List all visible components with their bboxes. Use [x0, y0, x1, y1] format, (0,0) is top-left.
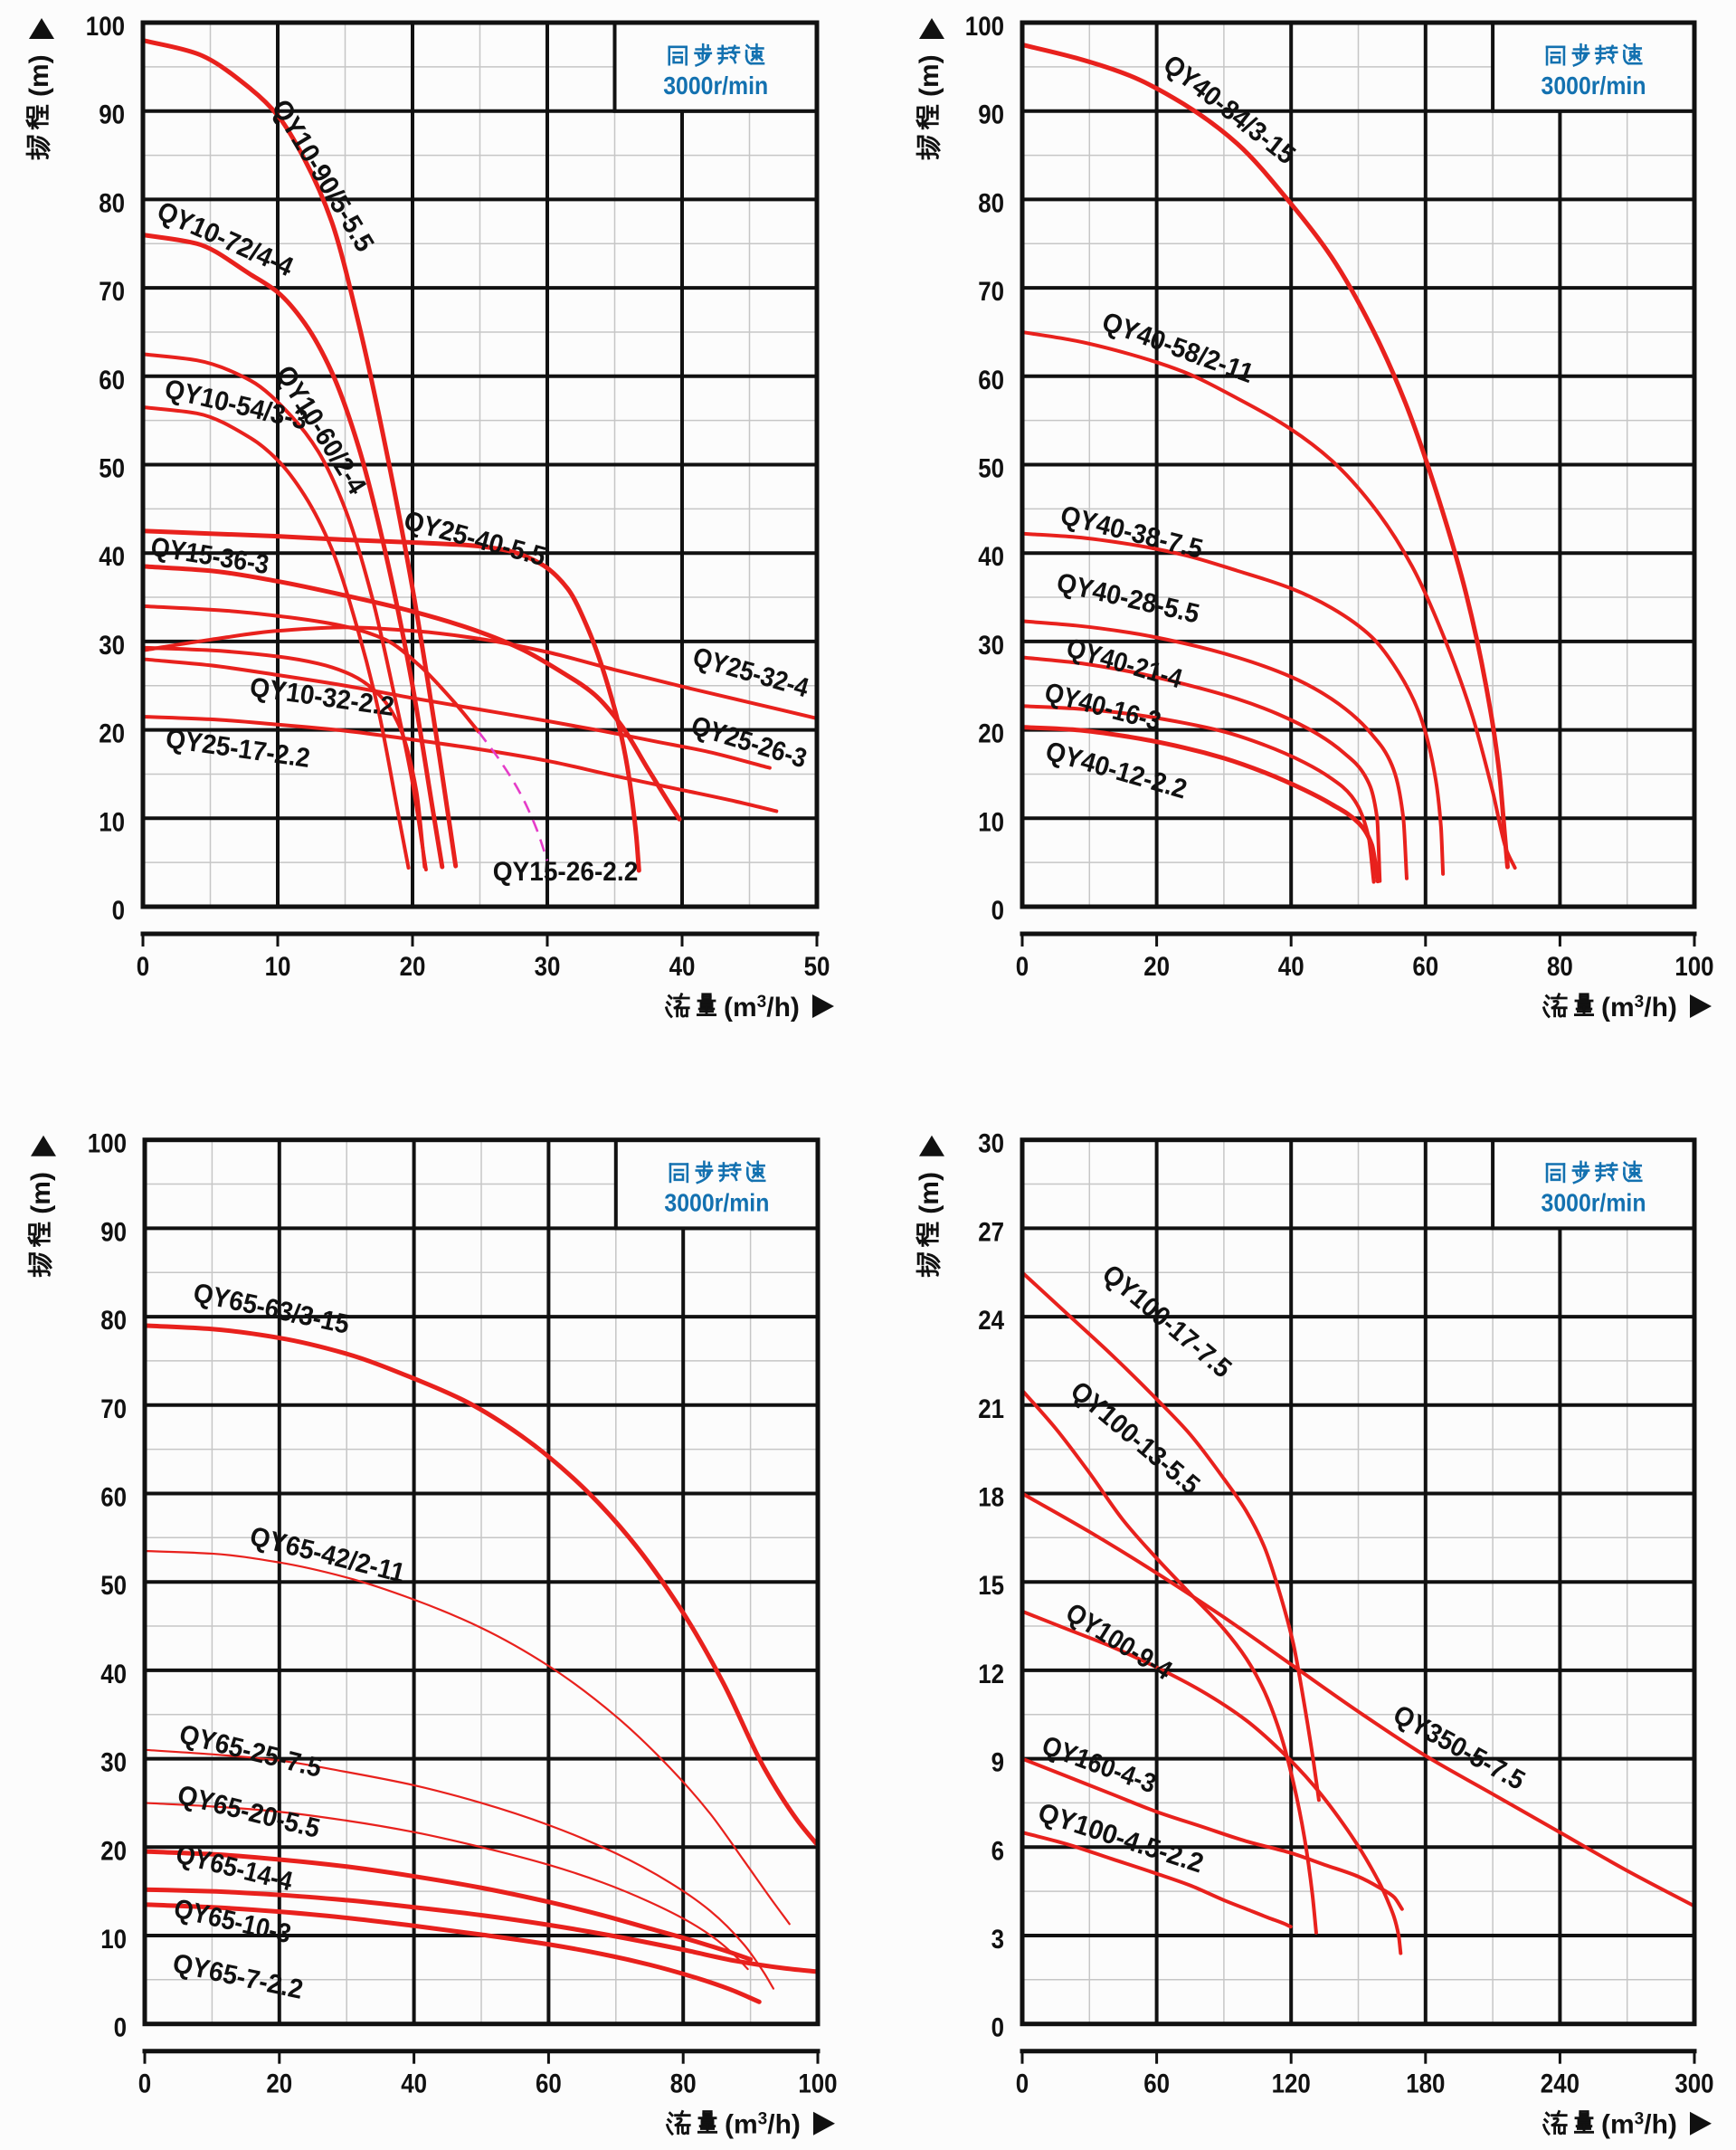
svg-text:30: 30	[978, 631, 1004, 661]
svg-text:40: 40	[100, 1660, 127, 1689]
svg-text:60: 60	[100, 1483, 127, 1513]
svg-text:3000r/min: 3000r/min	[663, 71, 768, 100]
svg-text:40: 40	[669, 952, 696, 982]
svg-text:70: 70	[978, 277, 1004, 307]
svg-text:0: 0	[1016, 952, 1029, 982]
svg-text:20: 20	[1143, 952, 1170, 982]
svg-text:15: 15	[978, 1571, 1004, 1601]
svg-text:70: 70	[99, 277, 125, 307]
svg-text:60: 60	[1143, 2069, 1170, 2099]
svg-text:0: 0	[991, 2013, 1004, 2043]
svg-text:27: 27	[978, 1217, 1004, 1247]
svg-text:0: 0	[114, 2013, 127, 2043]
svg-text:QY15-26-2.2: QY15-26-2.2	[493, 857, 639, 887]
svg-text:90: 90	[978, 100, 1004, 130]
svg-text:20: 20	[978, 719, 1004, 749]
svg-text:0: 0	[137, 952, 149, 982]
svg-text:30: 30	[978, 1129, 1004, 1159]
svg-text:20: 20	[400, 952, 426, 982]
svg-text:60: 60	[1412, 952, 1438, 982]
svg-text:(m3/h): (m3/h)	[1601, 993, 1677, 1023]
svg-text:50: 50	[99, 454, 125, 484]
svg-text:18: 18	[978, 1483, 1004, 1513]
svg-text:100: 100	[86, 12, 125, 42]
svg-text:80: 80	[978, 188, 1004, 218]
svg-text:3000r/min: 3000r/min	[1542, 1189, 1646, 1217]
svg-text:10: 10	[265, 952, 291, 982]
svg-text:3000r/min: 3000r/min	[1542, 71, 1646, 100]
svg-text:40: 40	[978, 542, 1004, 572]
svg-text:100: 100	[965, 12, 1004, 42]
svg-text:40: 40	[99, 542, 125, 572]
svg-text:0: 0	[112, 896, 125, 926]
svg-text:(m): (m)	[26, 1172, 56, 1214]
svg-text:80: 80	[670, 2069, 697, 2099]
svg-text:0: 0	[991, 896, 1004, 926]
svg-text:9: 9	[991, 1748, 1004, 1778]
svg-text:240: 240	[1541, 2069, 1579, 2099]
svg-text:(m): (m)	[24, 54, 54, 97]
svg-text:12: 12	[978, 1660, 1004, 1689]
svg-text:60: 60	[99, 366, 125, 395]
svg-text:70: 70	[100, 1394, 127, 1424]
svg-text:100: 100	[1674, 952, 1713, 982]
svg-text:0: 0	[138, 2069, 151, 2099]
svg-text:10: 10	[100, 1925, 127, 1955]
svg-text:21: 21	[978, 1394, 1004, 1424]
svg-text:24: 24	[978, 1306, 1004, 1336]
svg-text:3: 3	[991, 1925, 1004, 1955]
svg-text:40: 40	[1278, 952, 1304, 982]
svg-text:40: 40	[401, 2069, 427, 2099]
svg-text:3000r/min: 3000r/min	[664, 1189, 769, 1217]
svg-text:60: 60	[978, 366, 1004, 395]
svg-text:100: 100	[798, 2069, 837, 2099]
svg-text:30: 30	[100, 1748, 127, 1778]
svg-text:120: 120	[1272, 2069, 1311, 2099]
svg-text:20: 20	[100, 1836, 127, 1866]
svg-text:300: 300	[1674, 2069, 1713, 2099]
svg-text:60: 60	[536, 2069, 562, 2099]
svg-text:(m): (m)	[915, 1172, 944, 1214]
svg-text:30: 30	[535, 952, 561, 982]
svg-text:0: 0	[1016, 2069, 1029, 2099]
svg-text:10: 10	[99, 807, 125, 837]
svg-text:180: 180	[1406, 2069, 1445, 2099]
svg-text:90: 90	[100, 1217, 127, 1247]
svg-text:20: 20	[266, 2069, 292, 2099]
svg-text:20: 20	[99, 719, 125, 749]
svg-text:90: 90	[99, 100, 125, 130]
svg-text:50: 50	[100, 1571, 127, 1601]
svg-text:10: 10	[978, 807, 1004, 837]
svg-text:30: 30	[99, 631, 125, 661]
svg-text:100: 100	[88, 1129, 127, 1159]
svg-text:50: 50	[804, 952, 830, 982]
svg-text:80: 80	[99, 188, 125, 218]
svg-text:(m): (m)	[915, 54, 944, 97]
svg-text:6: 6	[991, 1836, 1004, 1866]
svg-text:80: 80	[1547, 952, 1573, 982]
svg-text:50: 50	[978, 454, 1004, 484]
svg-text:80: 80	[100, 1306, 127, 1336]
